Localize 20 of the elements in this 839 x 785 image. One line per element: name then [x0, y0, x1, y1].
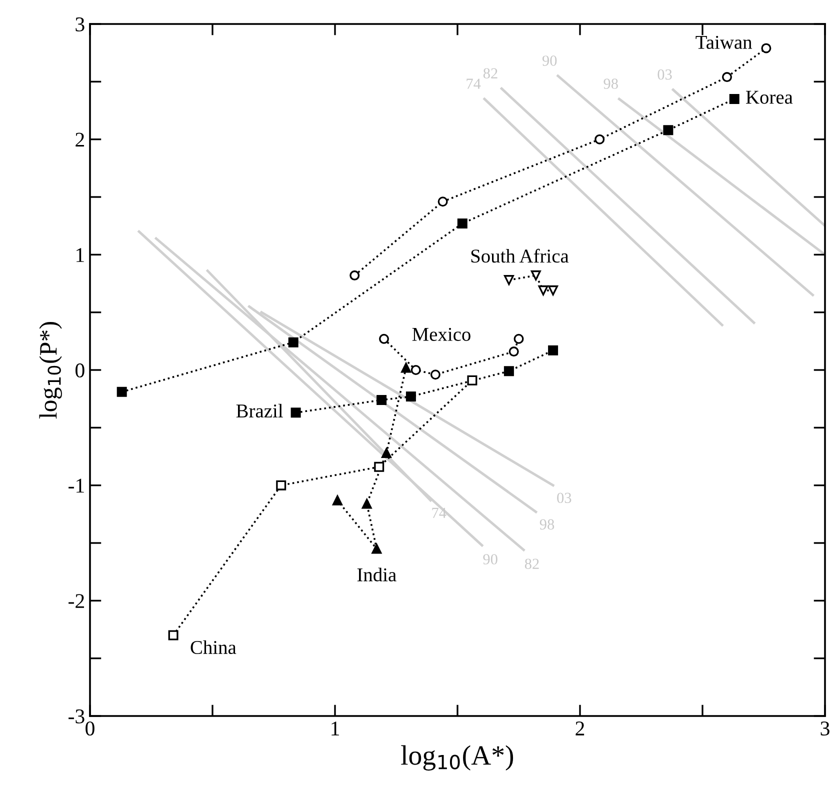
- annotation: Korea: [746, 90, 793, 104]
- y-tick-label: -2: [68, 594, 84, 608]
- annotation: India: [357, 568, 396, 582]
- y-tick-label: 3: [76, 17, 84, 32]
- x-tick-label: 1: [332, 722, 339, 736]
- annotation: South Africa: [471, 248, 569, 263]
- x-tick-label: 0: [86, 721, 94, 736]
- x-tick-label: 3: [820, 722, 830, 736]
- y-tick-label: 0: [76, 363, 84, 378]
- y-tick-label: 2: [76, 132, 84, 147]
- x-axis-title: log$_{10}$(A*): [401, 745, 514, 771]
- annotation: China: [190, 640, 236, 654]
- annotation: Brazil: [236, 404, 283, 418]
- x-tick-label: 2: [576, 722, 584, 736]
- y-tick-label: -3: [68, 709, 84, 724]
- y-tick-label: 1: [76, 248, 84, 262]
- annotation: Mexico: [412, 328, 470, 341]
- annotation: Taiwan: [696, 36, 752, 49]
- y-tick-label: -1: [68, 478, 84, 493]
- y-axis-title: log$_{10}$(P*): [39, 322, 62, 419]
